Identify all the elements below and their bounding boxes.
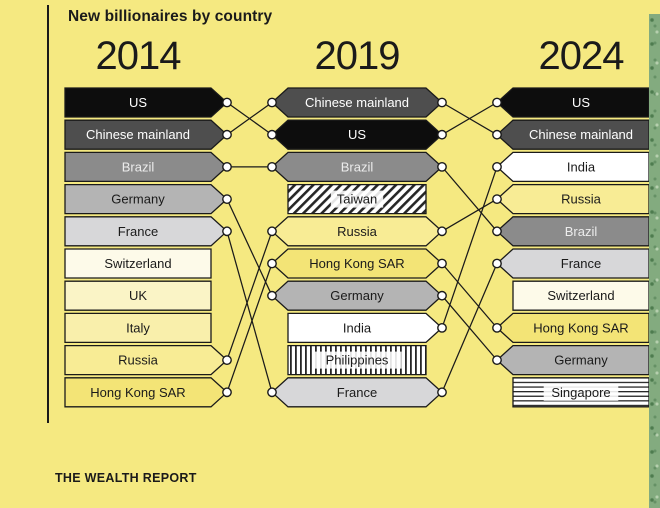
rank-label-2014-uk: UK bbox=[129, 288, 147, 303]
connector-dot-2019-brazil-out bbox=[437, 161, 447, 172]
connector-dot-2014-chinese-mainland-out bbox=[222, 129, 232, 140]
connector-dot-2014-us-out bbox=[222, 97, 232, 108]
connector-dot-2019-us-in bbox=[267, 129, 277, 140]
connector-dot-2014-france-out bbox=[222, 226, 232, 237]
connector-dot-2019-hong-kong-sar-in bbox=[267, 258, 277, 269]
connector-dot-2024-russia-in bbox=[492, 194, 502, 205]
rank-label-2024-france: France bbox=[561, 256, 601, 271]
connector-dot-2019-india-out bbox=[437, 322, 447, 333]
source-label: THE WEALTH REPORT bbox=[55, 471, 197, 485]
rank-node-2014-us bbox=[64, 87, 228, 118]
connector-dot-2024-brazil-in bbox=[492, 226, 502, 237]
rank-link-russia-2014-2019 bbox=[226, 231, 273, 361]
rank-label-2024-russia: Russia bbox=[561, 192, 602, 207]
rank-node-2014-russia bbox=[64, 344, 228, 376]
rank-link-russia-2019-2024 bbox=[441, 198, 498, 232]
rank-nodes-layer: US Chinese mainland Brazil Germany France Swi… bbox=[64, 87, 650, 408]
connector-dot-2019-us-out bbox=[437, 129, 447, 140]
rank-links-layer bbox=[226, 101, 498, 393]
connector-dot-2019-chinese-mainland-in bbox=[267, 97, 277, 108]
rank-label-2024-singapore: Singapore bbox=[551, 385, 610, 400]
rank-link-france-2019-2024 bbox=[441, 263, 498, 393]
rank-link-hong-kong-sar-2019-2024 bbox=[441, 263, 498, 329]
page-edge-decoration bbox=[649, 14, 660, 508]
rank-label-2024-chinese-mainland: Chinese mainland bbox=[529, 127, 633, 142]
rank-label-2024-india: India bbox=[567, 159, 596, 174]
connector-dot-2024-india-in bbox=[492, 161, 502, 172]
connector-dot-2019-germany-out bbox=[437, 290, 447, 301]
connector-dot-2024-hong-kong-sar-in bbox=[492, 322, 502, 333]
rank-label-2014-switzerland: Switzerland bbox=[104, 256, 171, 271]
rank-label-2014-italy: Italy bbox=[126, 320, 150, 335]
connector-dot-2024-germany-in bbox=[492, 355, 502, 365]
rank-node-2014-france bbox=[64, 216, 228, 247]
rank-label-2019-chinese-mainland: Chinese mainland bbox=[305, 95, 409, 110]
connector-dot-2014-hong-kong-sar-out bbox=[222, 387, 232, 398]
rank-link-us-2019-2024 bbox=[441, 101, 498, 136]
rank-label-2024-germany: Germany bbox=[554, 353, 608, 368]
chart-title: New billionaires by country bbox=[68, 8, 273, 25]
year-header-2019: 2019 bbox=[314, 34, 401, 78]
rank-node-2014-italy bbox=[64, 312, 212, 344]
connector-dot-2024-france-in bbox=[492, 258, 502, 269]
rank-label-2014-russia: Russia bbox=[118, 353, 159, 368]
left-axis-line bbox=[47, 5, 49, 423]
rank-label-2024-switzerland: Switzerland bbox=[547, 288, 614, 303]
connector-dot-2014-germany-out bbox=[222, 194, 232, 205]
connector-dot-2014-brazil-out bbox=[222, 161, 232, 172]
rank-node-2014-uk bbox=[64, 280, 212, 311]
connector-dot-2019-germany-in bbox=[267, 290, 277, 301]
rank-label-2019-brazil: Brazil bbox=[341, 159, 374, 174]
connector-dots-layer bbox=[222, 97, 502, 398]
connector-dot-2014-russia-out bbox=[222, 355, 232, 365]
label-backing-taiwan bbox=[330, 190, 384, 208]
rank-link-france-2014-2019 bbox=[226, 231, 273, 393]
rank-label-2014-chinese-mainland: Chinese mainland bbox=[86, 127, 190, 142]
rank-node-2014-germany bbox=[64, 183, 228, 215]
rank-label-2019-germany: Germany bbox=[330, 288, 384, 303]
rank-label-2019-taiwan: Taiwan bbox=[337, 192, 377, 207]
connector-dot-2019-chinese-mainland-out bbox=[437, 97, 447, 108]
rank-node-2014-hong-kong-sar bbox=[64, 377, 228, 408]
rank-node-2019-india bbox=[287, 312, 443, 344]
rank-node-2014-switzerland bbox=[64, 248, 212, 279]
rank-label-2024-hong-kong-sar: Hong Kong SAR bbox=[533, 320, 628, 335]
rank-link-hong-kong-sar-2014-2019 bbox=[226, 263, 273, 393]
rank-link-chinese-mainland-2014-2019 bbox=[226, 101, 273, 136]
rank-link-germany-2014-2019 bbox=[226, 198, 273, 296]
connector-dot-2019-france-in bbox=[267, 387, 277, 398]
rank-label-2024-brazil: Brazil bbox=[565, 224, 598, 239]
connector-dot-2019-brazil-in bbox=[267, 161, 277, 172]
year-header-2014: 2014 bbox=[95, 34, 182, 78]
rank-node-2014-brazil bbox=[64, 151, 228, 183]
label-backing-singapore bbox=[543, 383, 619, 401]
rank-label-2014-france: France bbox=[118, 224, 158, 239]
rank-label-2019-us: US bbox=[348, 127, 366, 142]
connector-dot-2019-russia-in bbox=[267, 226, 277, 237]
rank-label-2014-us: US bbox=[129, 95, 147, 110]
rank-label-2024-us: US bbox=[572, 95, 590, 110]
rank-label-2014-germany: Germany bbox=[111, 192, 165, 207]
rank-label-2014-brazil: Brazil bbox=[122, 159, 155, 174]
connector-dot-2019-hong-kong-sar-out bbox=[437, 258, 447, 269]
year-header-2024: 2024 bbox=[538, 34, 625, 78]
connector-dot-2019-russia-out bbox=[437, 226, 447, 237]
connector-dot-2024-chinese-mainland-in bbox=[492, 129, 502, 140]
label-backing-philippines bbox=[312, 351, 402, 369]
rank-label-2019-philippines: Philippines bbox=[326, 353, 389, 368]
rank-label-2014-hong-kong-sar: Hong Kong SAR bbox=[90, 385, 185, 400]
rank-label-2019-russia: Russia bbox=[337, 224, 378, 239]
connector-dot-2024-us-in bbox=[492, 97, 502, 108]
rank-link-india-2019-2024 bbox=[441, 166, 498, 329]
rank-label-2019-france: France bbox=[337, 385, 377, 400]
rank-node-2014-chinese-mainland bbox=[64, 119, 228, 150]
connector-dot-2019-france-out bbox=[437, 387, 447, 398]
rank-label-2019-hong-kong-sar: Hong Kong SAR bbox=[309, 256, 404, 271]
rank-label-2019-india: India bbox=[343, 320, 372, 335]
rank-link-brazil-2019-2024 bbox=[441, 166, 498, 232]
